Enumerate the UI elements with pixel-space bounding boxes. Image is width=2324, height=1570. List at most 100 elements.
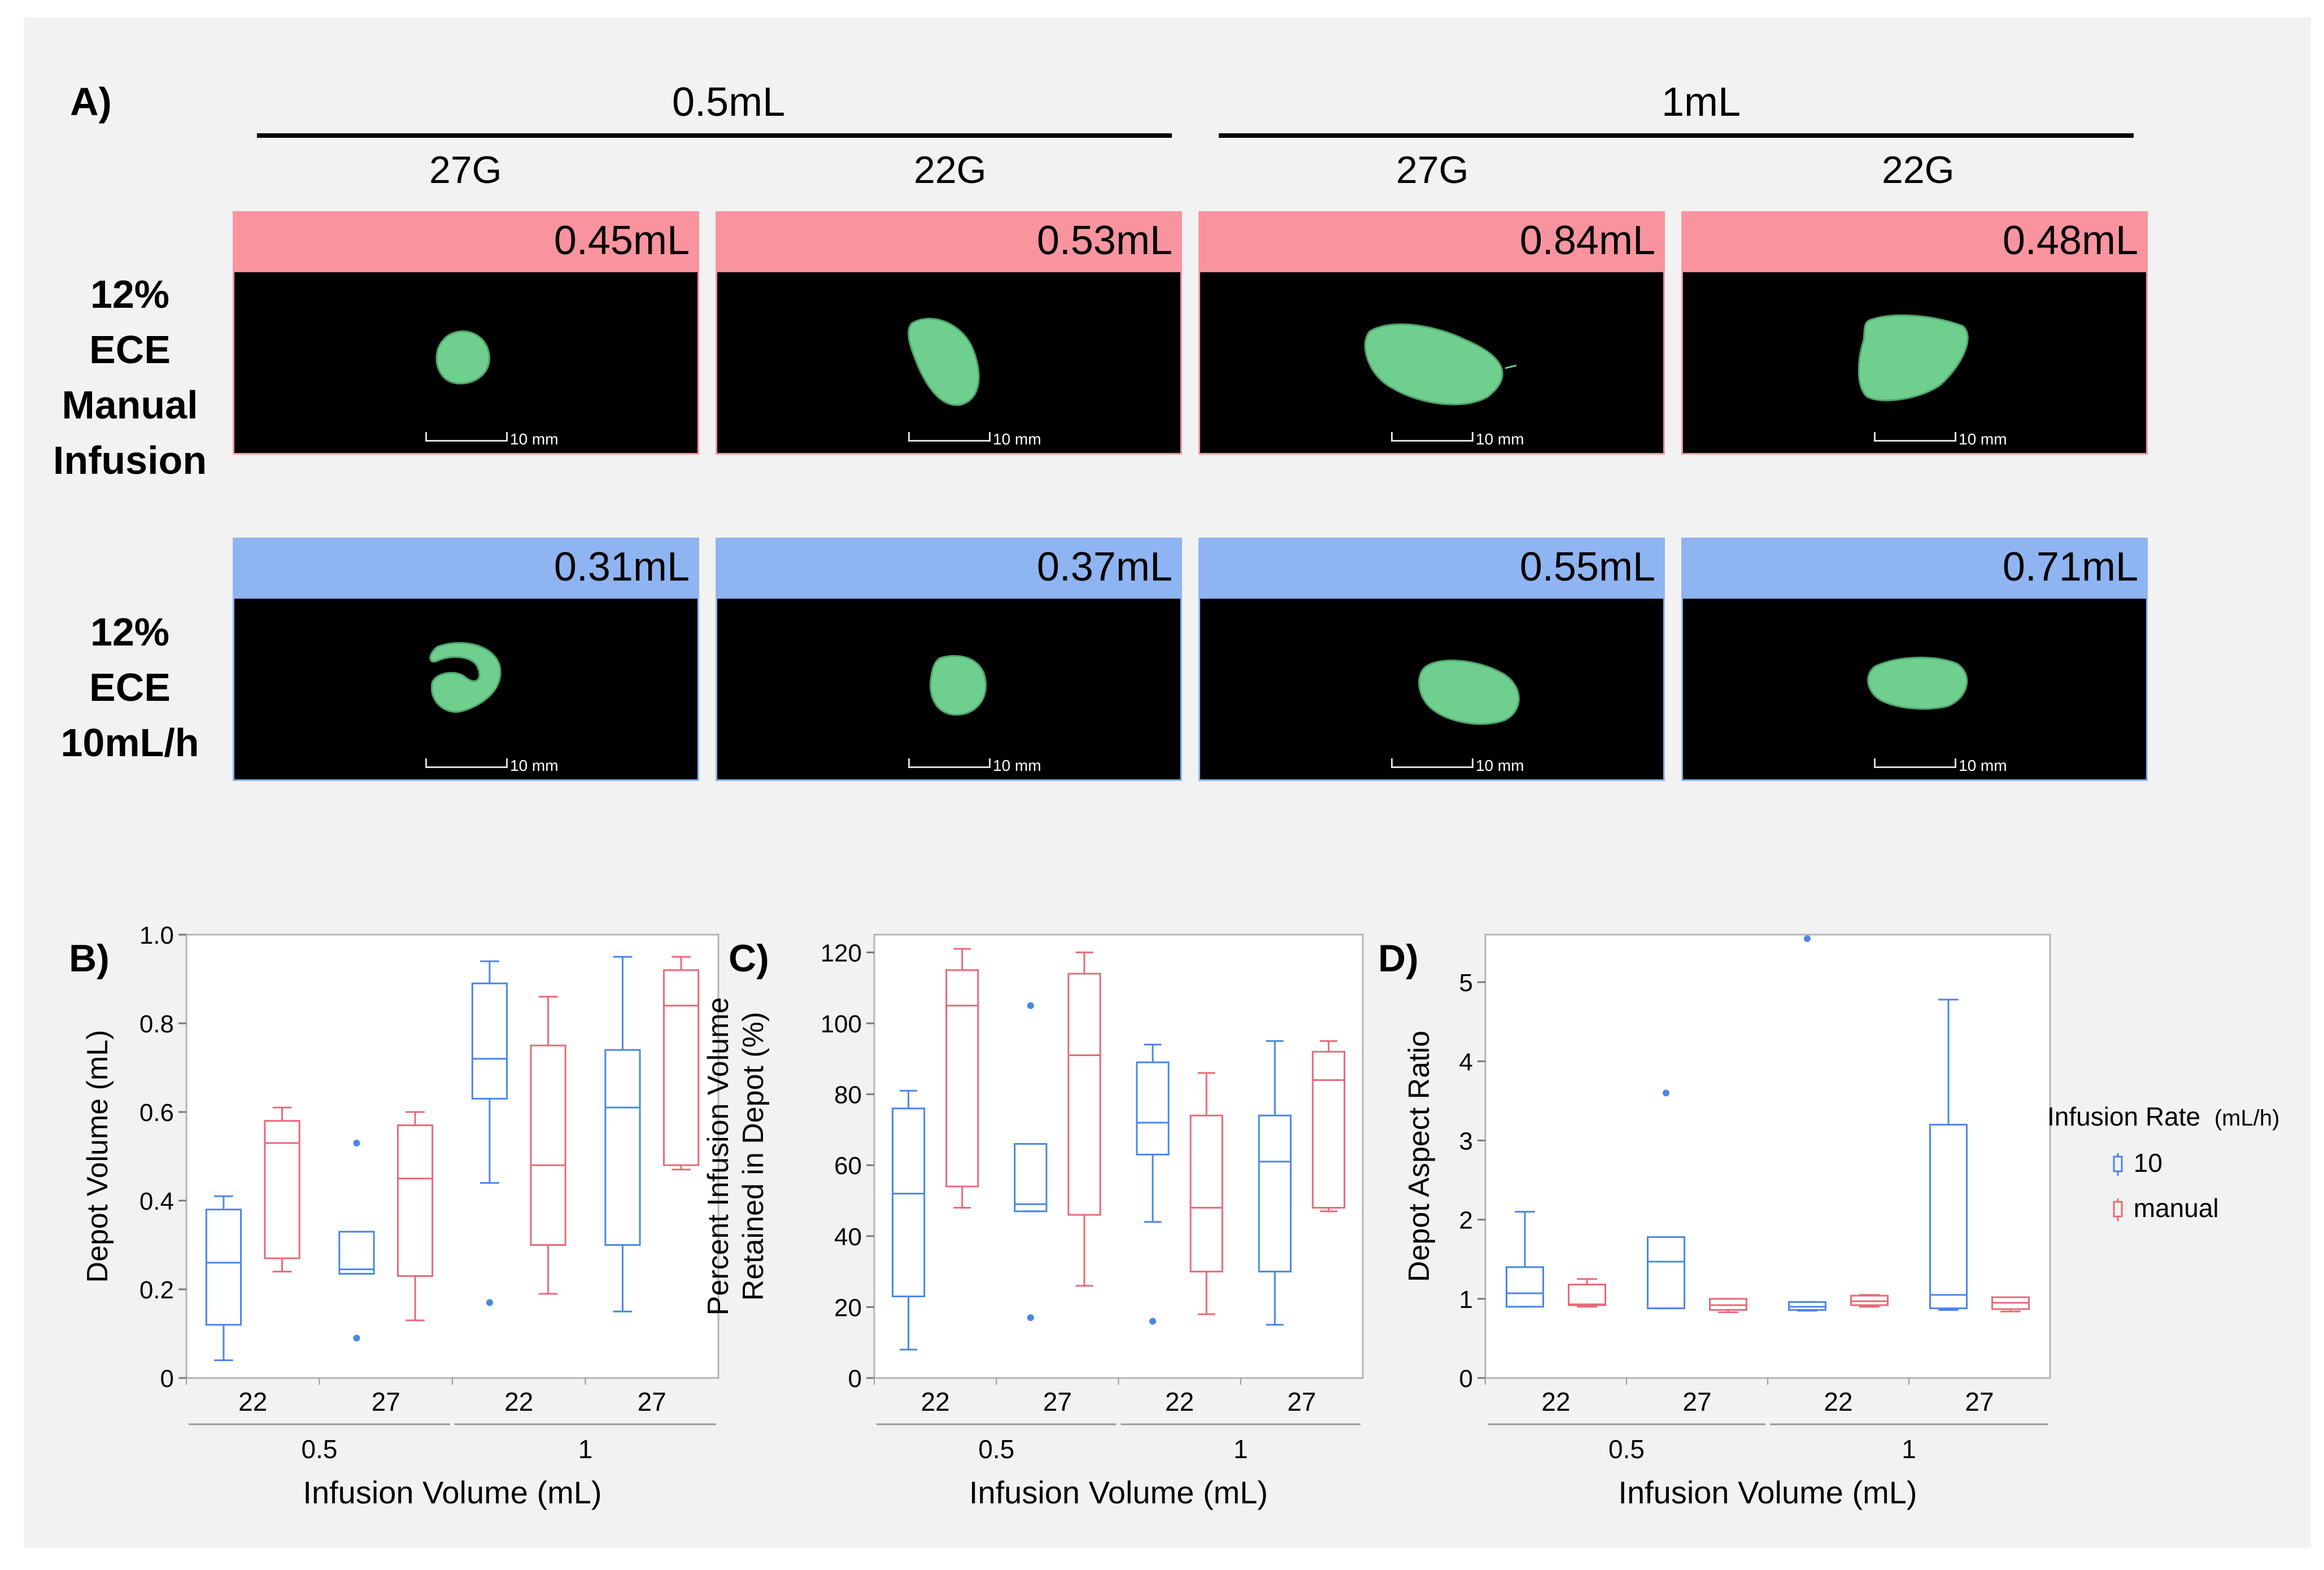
y-tick-label: 40 [834, 1223, 862, 1251]
panel-label: C) [729, 937, 769, 980]
box-outlier [353, 1334, 360, 1342]
box-iqr [396, 1124, 434, 1277]
volume-band: 0.45mL [234, 213, 697, 272]
y-tick-label: 20 [834, 1294, 862, 1322]
y-tick-label: 80 [834, 1081, 862, 1109]
y-tick-label: 1.0 [139, 922, 174, 949]
volume-band: 0.53mL [717, 213, 1180, 272]
measured-volume: 0.55mL [1519, 544, 1655, 590]
box-outlier [353, 1139, 360, 1146]
box-iqr [1189, 1114, 1223, 1273]
y-tick-label: 120 [821, 939, 862, 967]
render-view: 10 mm [1683, 272, 2146, 453]
render-view: 10 mm [234, 599, 697, 779]
volume-divider-1 [1219, 133, 2134, 138]
y-tick-label: 0.2 [139, 1276, 174, 1304]
measured-volume: 0.31mL [553, 544, 690, 590]
y-tick-label: 0.6 [139, 1099, 174, 1127]
scale-label: 10 mm [510, 430, 559, 448]
scale-label: 10 mm [510, 757, 559, 774]
depot-image-10mlh-27g-0.5: 0.31mL 10 mm [233, 538, 699, 781]
legend-label: manual [2133, 1193, 2219, 1223]
row-label-line: 12% ECE [89, 610, 171, 709]
y-tick-label: 100 [821, 1010, 862, 1038]
box-iqr [1067, 972, 1101, 1216]
render-view: 10 mm [1200, 272, 1663, 453]
render-view: 10 mm [1200, 599, 1663, 779]
box-outlier [486, 1299, 493, 1306]
measured-volume: 0.45mL [553, 218, 690, 263]
x-group-label: 0.5 [1608, 1434, 1645, 1464]
box-iqr [945, 969, 979, 1188]
volume-band: 0.37mL [717, 539, 1180, 599]
depot-image-manual-27g-0.5: 0.45mL 10 mm [233, 211, 699, 455]
panel-label: B) [69, 937, 110, 980]
depot-image-manual-27g-1: 0.84mL 10 mm [1198, 211, 1665, 455]
scale-bar [425, 758, 508, 768]
scale-bar [908, 432, 991, 442]
x-axis-label: Infusion Volume (mL) [969, 1475, 1268, 1510]
plot-frame [1484, 934, 2051, 1379]
render-view: 10 mm [234, 272, 697, 453]
x-group-label: 0.5 [302, 1434, 338, 1464]
box-iqr [338, 1231, 375, 1275]
y-tick-label: 4 [1459, 1048, 1473, 1076]
box-iqr [662, 969, 700, 1166]
x-tick-label: 27 [1043, 1387, 1072, 1416]
volume-header-1: 1mL [1662, 80, 1741, 125]
legend-swatch-10 [2113, 1153, 2123, 1176]
x-tick-label: 22 [1824, 1387, 1852, 1416]
x-tick-label: 27 [638, 1387, 666, 1416]
box-iqr [1258, 1114, 1292, 1273]
box-iqr [264, 1120, 300, 1259]
scale-bar [1874, 758, 1956, 768]
depot-image-10mlh-22g-0.5: 0.37mL 10 mm [716, 538, 1182, 781]
x-group-label: 1 [578, 1434, 593, 1464]
scale-bar [1874, 432, 1956, 442]
y-tick-label: 0 [1459, 1365, 1473, 1393]
row-label-line: 10mL/h [60, 721, 199, 765]
depot-render [1858, 314, 1969, 402]
legend-label: 10 [2133, 1148, 2162, 1178]
box-iqr [1311, 1050, 1346, 1209]
box-iqr [530, 1044, 566, 1246]
x-tick-label: 27 [1682, 1387, 1711, 1416]
render-view: 10 mm [717, 272, 1180, 453]
volume-divider-0.5 [257, 133, 1172, 138]
box-outlier [1027, 1002, 1034, 1009]
box-outlier [1027, 1314, 1034, 1322]
legend-title: Infusion Rate [2047, 1102, 2201, 1131]
y-tick-label: 0 [160, 1365, 174, 1393]
depot-image-manual-22g-0.5: 0.53mL 10 mm [716, 211, 1182, 455]
legend-unit: (mL/h) [2214, 1106, 2280, 1131]
measured-volume: 0.71mL [2002, 544, 2138, 590]
y-tick-label: 3 [1459, 1127, 1473, 1155]
volume-band: 0.48mL [1683, 213, 2146, 272]
x-tick-label: 27 [372, 1387, 400, 1416]
volume-band: 0.55mL [1200, 539, 1663, 599]
box-iqr [891, 1107, 926, 1298]
box-iqr [604, 1049, 641, 1246]
gauge-header: 22G [1882, 149, 1955, 191]
y-axis-label: Percent Infusion Volume [702, 997, 735, 1316]
box-iqr [205, 1209, 242, 1326]
x-group-label: 1 [1233, 1434, 1248, 1464]
x-group-label: 1 [1902, 1434, 1916, 1464]
depot-render [1418, 659, 1520, 725]
box-iqr [1647, 1236, 1685, 1310]
box-outlier [1804, 935, 1811, 943]
x-tick-label: 22 [1165, 1387, 1194, 1416]
measured-volume: 0.84mL [1519, 218, 1655, 263]
gauge-header: 27G [429, 149, 502, 191]
panel-label: D) [1378, 937, 1419, 980]
scale-label: 10 mm [1959, 757, 2007, 774]
legend: Infusion Rate (mL/h) 10 manual [2047, 1101, 2296, 1237]
row-label-manual: 12% ECE Manual Infusion [45, 267, 215, 488]
gauge-header: 27G [1396, 149, 1469, 191]
depot-image-manual-22g-1: 0.48mL 10 mm [1681, 211, 2148, 455]
box-iqr [471, 982, 508, 1100]
volume-band: 0.84mL [1200, 213, 1663, 272]
row-label-line: 12% ECE [89, 272, 171, 372]
depot-render [429, 642, 502, 713]
x-axis-label: Infusion Volume (mL) [303, 1475, 601, 1510]
